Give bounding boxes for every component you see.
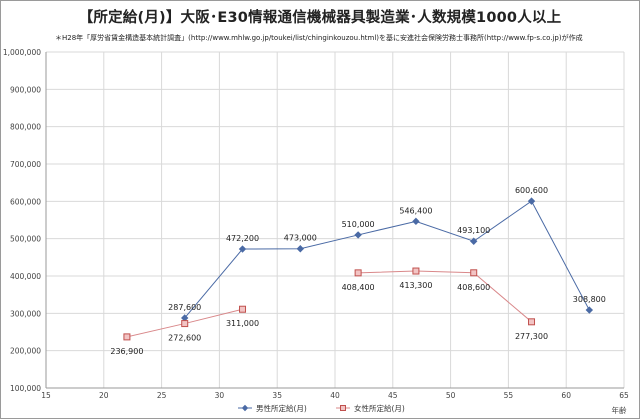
x-tick-label: 60 xyxy=(561,391,571,400)
data-labels: 287,600 472,200 473,000 510,000 546,400 493,1… xyxy=(110,186,605,356)
female-data-label: 236,900 xyxy=(110,347,143,356)
male-data-point xyxy=(585,306,594,314)
male-data-point xyxy=(296,245,305,253)
y-tick-label: 800,000 xyxy=(10,123,41,132)
x-tick-label: 65 xyxy=(619,391,629,400)
y-tick-label: 900,000 xyxy=(10,85,41,94)
x-tick-label: 40 xyxy=(330,391,340,400)
female-data-label: 413,300 xyxy=(399,281,432,290)
male-data-point xyxy=(238,245,247,253)
y-tick-label: 600,000 xyxy=(10,197,41,206)
female-series-line xyxy=(358,270,532,323)
female-data-label: 272,600 xyxy=(168,334,201,343)
x-tick-label: 50 xyxy=(446,391,456,400)
male-data-point xyxy=(527,197,536,205)
y-tick-label: 1,000,000 xyxy=(3,48,41,57)
legend: 男性所定給(月) 女性所定給(月) xyxy=(238,403,405,413)
grid-lines xyxy=(45,51,625,389)
male-data-point xyxy=(470,237,478,245)
legend-female-marker xyxy=(340,405,346,411)
y-tick-label: 700,000 xyxy=(10,160,41,169)
female-data-point xyxy=(123,333,131,341)
chart-title: 【所定給(月)】大阪･E30情報通信機械器具製造業･人数規模1000人以上 xyxy=(78,10,562,26)
y-tick-label: 100,000 xyxy=(10,384,41,393)
female-data-label: 311,000 xyxy=(226,319,259,328)
female-data-label: 408,400 xyxy=(342,283,375,292)
y-tick-label: 200,000 xyxy=(10,347,41,356)
male-data-label: 510,000 xyxy=(342,220,375,229)
series-markers xyxy=(123,197,594,341)
x-tick-label: 35 xyxy=(272,391,282,400)
legend-female-label: 女性所定給(月) xyxy=(354,403,405,413)
male-data-point xyxy=(354,231,362,239)
y-tick-label: 400,000 xyxy=(10,272,41,281)
male-data-label: 473,000 xyxy=(284,234,317,243)
male-data-label: 493,100 xyxy=(457,226,490,235)
x-tick-label: 30 xyxy=(215,391,225,400)
female-data-label: 277,300 xyxy=(515,332,548,341)
x-tick-label: 25 xyxy=(157,391,167,400)
male-data-label: 600,600 xyxy=(515,186,548,195)
legend-male-marker xyxy=(241,404,249,412)
y-tick-label: 300,000 xyxy=(10,309,41,318)
x-tick-label: 15 xyxy=(41,391,51,400)
axes: 100,000 200,000 300,000 400,000 500,000 600,0… xyxy=(3,48,629,415)
female-data-point xyxy=(470,269,478,277)
legend-male-label: 男性所定給(月) xyxy=(256,403,307,413)
female-data-point xyxy=(412,267,420,275)
male-data-label: 472,200 xyxy=(226,234,259,243)
x-tick-label: 45 xyxy=(388,391,398,400)
male-data-point xyxy=(412,217,420,226)
female-data-point xyxy=(181,320,189,328)
female-data-label: 408,600 xyxy=(457,283,490,292)
x-tick-label: 55 xyxy=(504,391,514,400)
y-tick-label: 500,000 xyxy=(10,235,41,244)
male-data-label: 308,800 xyxy=(573,295,606,304)
female-data-point xyxy=(528,318,536,326)
male-data-label: 546,400 xyxy=(399,206,432,215)
x-tick-label: 20 xyxy=(99,391,109,400)
male-data-label: 287,600 xyxy=(168,303,201,312)
female-data-point xyxy=(354,269,362,277)
chart-source-note: ＊H28年「厚労省賃金構造基本統計調査」(http://www.mhlw.go.… xyxy=(55,34,583,42)
x-axis-title: 年齢 xyxy=(612,405,627,415)
female-data-point xyxy=(239,305,247,313)
male-series-line xyxy=(184,200,590,319)
